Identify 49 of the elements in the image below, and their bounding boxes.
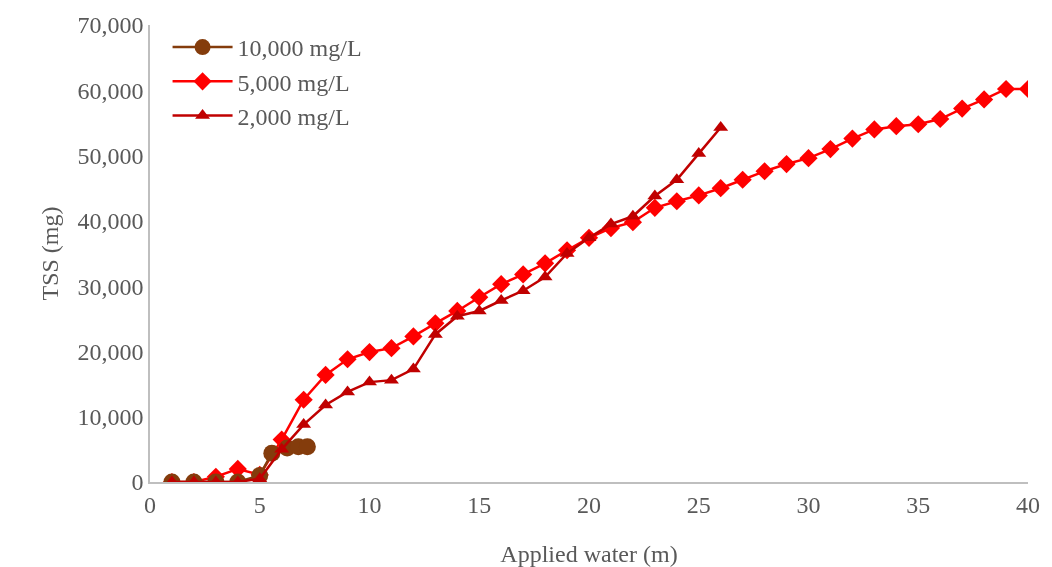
y-tick-label: 40,000 <box>77 208 144 235</box>
point <box>975 90 994 109</box>
point <box>755 162 774 181</box>
point <box>492 275 511 294</box>
point <box>711 179 730 198</box>
legend-label: 2,000 mg/L <box>237 103 350 130</box>
x-tick-label: 10 <box>357 491 382 518</box>
point <box>821 139 840 159</box>
point <box>733 170 752 189</box>
x-axis-title: Applied water (m) <box>500 541 678 567</box>
y-tick-label: 10,000 <box>77 404 144 431</box>
y-tick-label: 60,000 <box>77 77 144 104</box>
point <box>865 120 884 139</box>
point <box>667 192 686 211</box>
point <box>338 350 357 369</box>
y-tick-label: 50,000 <box>77 142 144 169</box>
legend-label: 10,000 mg/L <box>237 35 362 62</box>
legend-label: 5,000 mg/L <box>237 69 350 96</box>
y-tick-label: 0 <box>131 469 144 496</box>
point <box>887 117 906 136</box>
point <box>360 342 379 362</box>
point <box>996 79 1016 99</box>
point <box>689 186 708 205</box>
point <box>953 99 972 118</box>
point <box>843 129 862 148</box>
point <box>382 339 401 358</box>
point <box>799 149 818 168</box>
point <box>909 115 928 134</box>
x-tick-label: 25 <box>686 491 711 518</box>
x-tick-label: 35 <box>906 491 931 518</box>
x-tick-label: 40 <box>1016 491 1040 518</box>
point <box>514 265 533 284</box>
y-tick-label: 20,000 <box>77 338 144 365</box>
x-tick-label: 15 <box>467 491 492 518</box>
point <box>294 390 313 409</box>
x-tick-label: 5 <box>253 491 266 518</box>
y-tick-label: 30,000 <box>77 273 144 300</box>
point <box>426 314 445 333</box>
point <box>404 327 423 346</box>
y-axis-title: TSS (mg) <box>37 206 64 301</box>
x-tick-label: 30 <box>796 491 821 518</box>
point <box>931 109 950 129</box>
point <box>536 254 555 273</box>
y-tick-label: 70,000 <box>77 12 144 39</box>
x-tick-label: 20 <box>577 491 601 518</box>
point <box>777 154 796 174</box>
point <box>645 198 664 217</box>
point <box>470 288 489 307</box>
point <box>316 365 335 385</box>
